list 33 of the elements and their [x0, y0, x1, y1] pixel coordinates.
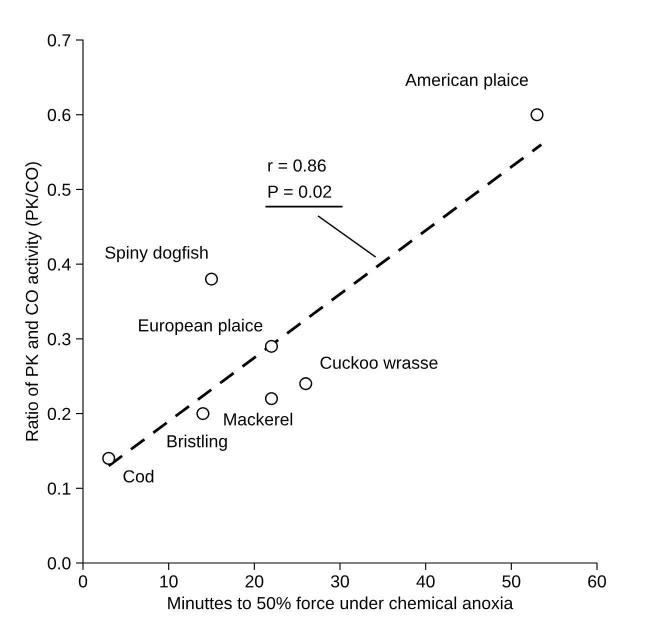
x-tick-label: 0	[78, 575, 88, 588]
annotation: Cod	[123, 470, 154, 483]
annotation: P = 0.02	[268, 186, 332, 198]
annotation: Cuckoo wrasse	[320, 356, 438, 369]
x-axis-title: Minuttes to 50% force under chemical anoxia	[168, 596, 514, 610]
annotation: Spiny dogfish	[105, 246, 208, 262]
y-tick-label: 0.4	[48, 258, 71, 271]
annotation: r = 0.86	[268, 159, 326, 172]
point	[299, 377, 312, 390]
x-tick-label: 10	[160, 575, 178, 588]
annotation: American plaice	[405, 73, 528, 90]
x-tick-label: 30	[331, 575, 349, 588]
y-tick-label: 0.1	[48, 482, 70, 495]
y-tick-label: 0.3	[48, 333, 70, 346]
point	[530, 108, 544, 122]
annotation: Mackerel	[224, 412, 292, 426]
y-tick-label: 0.6	[48, 108, 70, 122]
point	[196, 407, 210, 420]
y-tick-label: 0.7	[48, 34, 70, 46]
x-tick-label: 40	[416, 575, 435, 588]
x-tick-label: 50	[502, 575, 520, 588]
annotation: Bristling	[168, 434, 227, 451]
y-tick-label: 0.5	[48, 184, 70, 196]
y-tick-label: 0.0	[48, 557, 71, 570]
annotation: European plaice	[139, 318, 262, 335]
x-tick-label: 60	[588, 575, 606, 588]
point	[264, 340, 278, 353]
point	[264, 392, 278, 406]
point	[204, 272, 218, 286]
point	[102, 452, 116, 465]
y-tick-label: 0.2	[48, 408, 70, 420]
y-axis-title: Ratio of PK and CO activity (PK/CO)	[25, 162, 42, 440]
x-tick-label: 20	[246, 575, 264, 588]
